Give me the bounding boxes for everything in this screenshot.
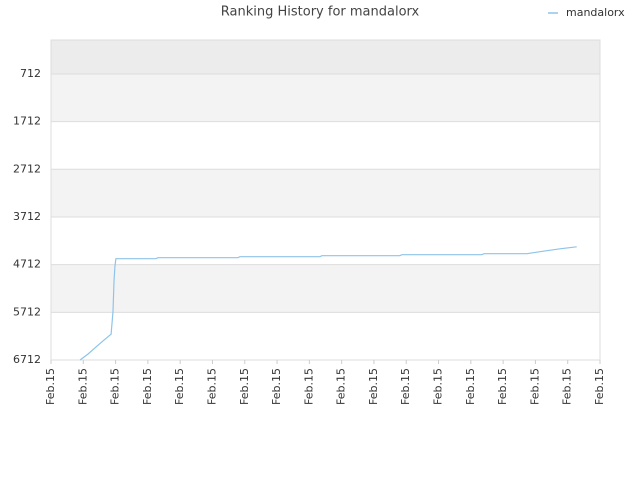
grid-band	[51, 169, 600, 217]
x-tick-label: Feb.15	[141, 368, 154, 405]
x-tick-label: Feb.15	[109, 368, 122, 405]
grid-band	[51, 73, 600, 122]
x-tick-label: Feb.15	[205, 368, 218, 405]
y-tick-label: 3712	[13, 210, 41, 223]
y-tick-label: 712	[20, 67, 41, 80]
x-tick-label: Feb.15	[238, 368, 251, 405]
x-tick-label: Feb.15	[464, 368, 477, 405]
grid-band	[51, 216, 600, 265]
x-tick-label: Feb.15	[496, 368, 509, 405]
y-tick-label: 2712	[13, 162, 41, 175]
x-tick-label: Feb.15	[44, 368, 57, 405]
x-tick-label: Feb.15	[76, 368, 89, 405]
chart-title: Ranking History for mandalorx	[221, 5, 420, 20]
grid-band	[51, 40, 600, 74]
x-tick-label: Feb.15	[399, 368, 412, 405]
x-tick-label: Feb.15	[270, 368, 283, 405]
x-tick-label: Feb.15	[561, 368, 574, 405]
grid-band	[51, 264, 600, 313]
x-tick-label: Feb.15	[173, 368, 186, 405]
y-tick-label: 6712	[13, 353, 41, 366]
x-tick-label: Feb.15	[593, 368, 606, 405]
y-tick-label: 4712	[13, 258, 41, 271]
grid-band	[51, 121, 600, 170]
grid-band	[51, 312, 600, 360]
x-tick-label: Feb.15	[528, 368, 541, 405]
x-tick-label: Feb.15	[335, 368, 348, 405]
x-tick-label: Feb.15	[432, 368, 445, 405]
y-tick-label: 5712	[13, 305, 41, 318]
x-tick-label: Feb.15	[367, 368, 380, 405]
x-tick-label: Feb.15	[302, 368, 315, 405]
y-tick-label: 1712	[13, 115, 41, 128]
legend-label: mandalorx	[566, 6, 625, 19]
line	[79, 246, 577, 361]
